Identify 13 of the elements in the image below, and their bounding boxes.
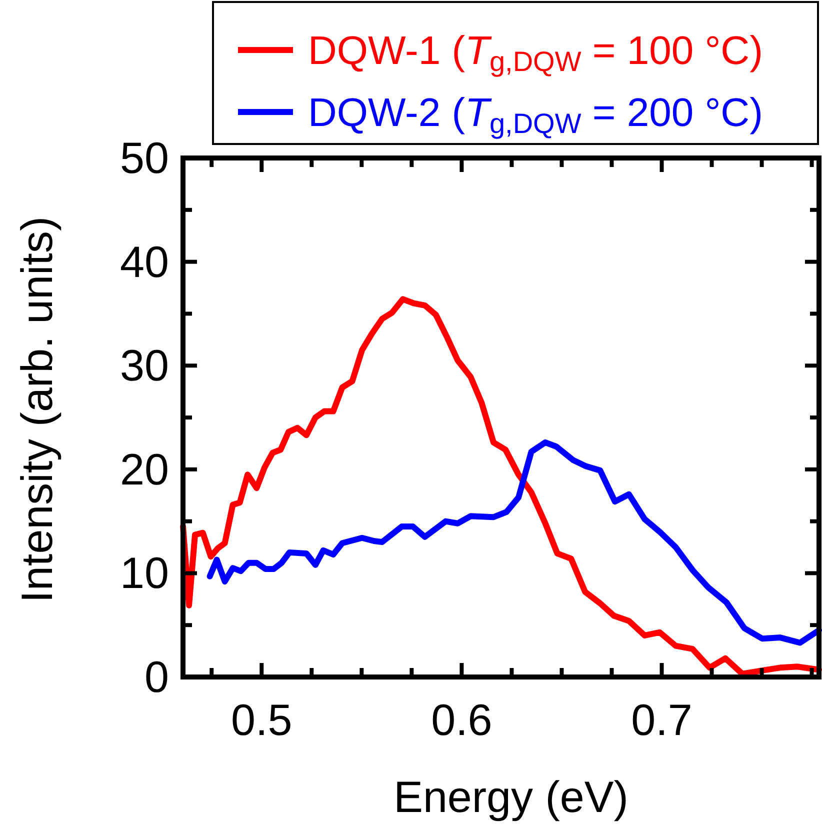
y-tick-label: 50 [120, 134, 169, 183]
y-tick-label: 40 [120, 238, 169, 287]
y-tick-label: 10 [120, 549, 169, 598]
x-tick-label: 0.6 [431, 696, 492, 745]
x-axis-title: Energy (eV) [394, 773, 628, 822]
y-axis-title: Intensity (arb. units) [13, 216, 62, 603]
y-tick-label: 20 [120, 445, 169, 494]
legend-label: DQW-2 (T$_{g,DQW}$ = 200 °C) [308, 91, 763, 139]
legend-label: DQW-1 (T$_{g,DQW}$ = 100 °C) [308, 29, 763, 77]
x-tick-label: 0.7 [631, 696, 692, 745]
y-tick-label: 30 [120, 342, 169, 391]
y-tick-label: 0 [144, 653, 169, 702]
x-tick-label: 0.5 [231, 696, 292, 745]
